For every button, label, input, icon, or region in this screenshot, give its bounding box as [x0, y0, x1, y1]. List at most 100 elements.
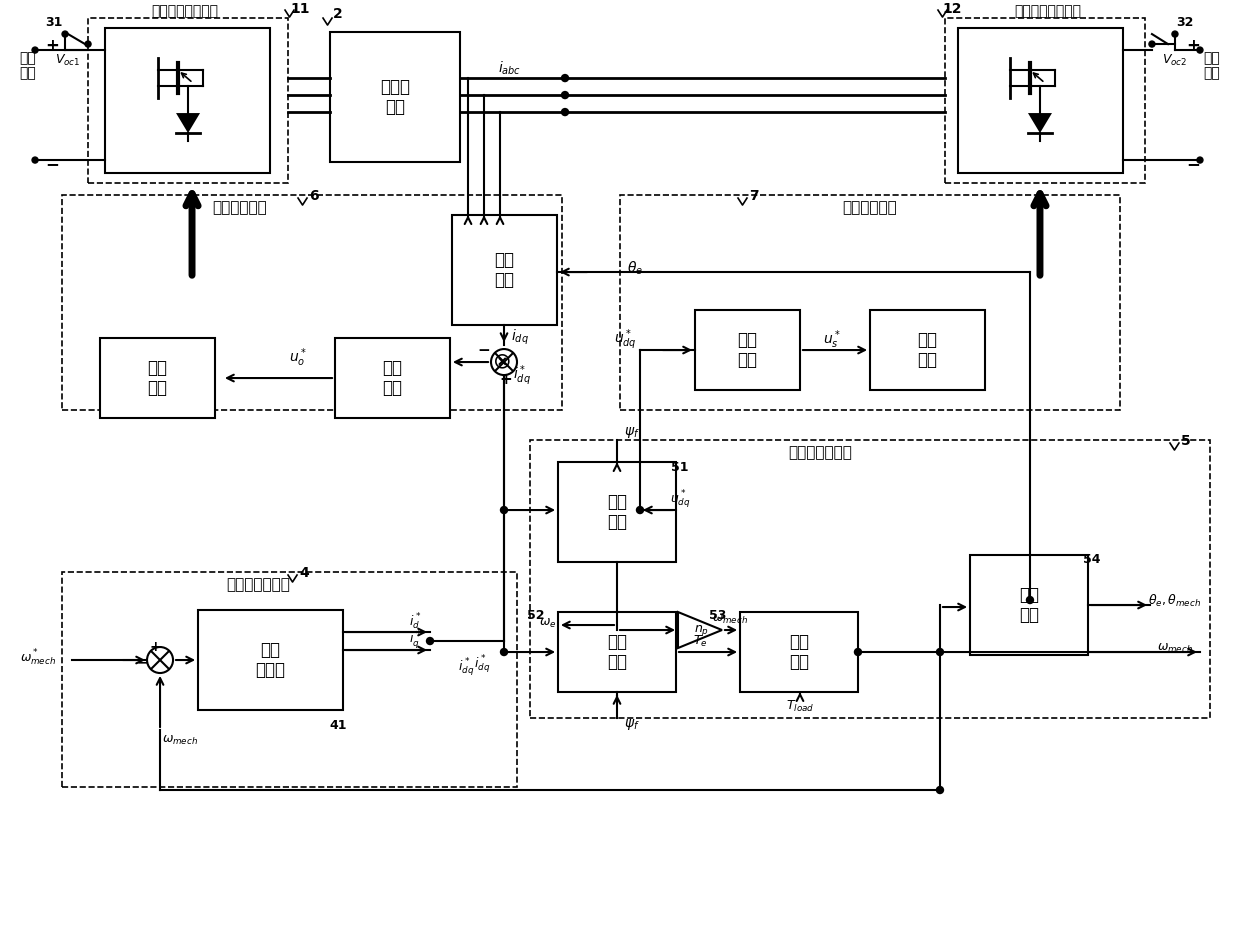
Text: 方程: 方程	[607, 512, 627, 530]
Text: 脉宽: 脉宽	[147, 360, 167, 378]
Text: 方程: 方程	[789, 652, 809, 670]
Circle shape	[937, 787, 943, 794]
Bar	[62, 195, 563, 410]
Text: 11: 11	[290, 2, 310, 16]
Circle shape	[1197, 157, 1203, 163]
Bar	[958, 28, 1123, 173]
Circle shape	[491, 349, 517, 375]
Text: 7: 7	[750, 189, 758, 203]
Text: $i_{dq}$: $i_{dq}$	[510, 328, 529, 347]
Text: 电压控制环节: 电压控制环节	[843, 201, 897, 216]
Text: 坐标: 坐标	[737, 331, 757, 349]
Text: 电阻抗: 电阻抗	[380, 79, 410, 97]
Bar	[740, 612, 857, 692]
Bar	[530, 440, 1211, 718]
Text: 转换: 转换	[1018, 606, 1040, 624]
Circle shape	[937, 649, 943, 655]
Text: $i_{dq}^*$: $i_{dq}^*$	[513, 364, 532, 388]
Text: 脉宽: 脉宽	[917, 331, 938, 349]
Text: $\psi_f$: $\psi_f$	[624, 424, 639, 439]
Text: $\omega_{mech}^*$: $\omega_{mech}^*$	[20, 648, 56, 669]
Text: $i_{dq}^*$: $i_{dq}^*$	[458, 657, 475, 679]
Text: $\omega_e$: $\omega_e$	[539, 616, 556, 630]
Text: 2: 2	[333, 7, 343, 21]
Text: $V_{oc1}$: $V_{oc1}$	[56, 52, 81, 67]
Circle shape	[1172, 31, 1178, 37]
Bar	[88, 18, 287, 183]
Text: $i_d^*$: $i_d^*$	[409, 612, 421, 633]
Text: 电流控制侧变流器: 电流控制侧变流器	[151, 4, 218, 18]
Text: $V_{oc2}$: $V_{oc2}$	[1162, 52, 1188, 67]
Bar	[558, 462, 676, 562]
Circle shape	[85, 41, 90, 47]
Polygon shape	[678, 612, 722, 648]
Text: $\omega_{mech}$: $\omega_{mech}$	[162, 734, 198, 746]
Polygon shape	[176, 113, 199, 134]
Text: 52: 52	[528, 609, 545, 621]
Text: 53: 53	[709, 609, 727, 621]
Circle shape	[637, 507, 643, 513]
Text: −: −	[1186, 155, 1199, 173]
Text: 变换: 变换	[737, 350, 757, 368]
Text: $n_p$: $n_p$	[694, 622, 710, 637]
Text: 供电: 供电	[1203, 66, 1220, 80]
Bar	[62, 572, 517, 787]
Circle shape	[561, 75, 569, 81]
Text: 12: 12	[942, 2, 961, 16]
Text: $i_{dq}^*$: $i_{dq}^*$	[473, 654, 491, 676]
Text: +: +	[149, 640, 161, 654]
Circle shape	[561, 92, 569, 98]
Text: 电压控制侧变流器: 电压控制侧变流器	[1015, 4, 1082, 18]
Bar	[452, 215, 558, 325]
Text: 电机行为处理器: 电机行为处理器	[788, 445, 852, 460]
Text: 方程: 方程	[607, 652, 627, 670]
Circle shape	[32, 157, 38, 163]
Text: 网络: 网络	[385, 98, 405, 116]
Text: 4: 4	[299, 566, 309, 580]
Text: $T_{load}$: $T_{load}$	[786, 699, 814, 714]
Bar	[970, 555, 1088, 655]
Text: 运动: 运动	[789, 634, 809, 652]
Text: 电流控制环节: 电流控制环节	[213, 201, 268, 216]
Bar	[330, 32, 460, 162]
Text: 调制: 调制	[147, 379, 167, 397]
Bar	[100, 338, 216, 418]
Circle shape	[426, 637, 434, 645]
Circle shape	[1197, 47, 1203, 53]
Circle shape	[1149, 41, 1155, 47]
Text: $u_o^*$: $u_o^*$	[289, 347, 307, 369]
Bar	[105, 28, 270, 173]
Text: −: −	[478, 343, 491, 358]
Bar	[558, 612, 676, 692]
Polygon shape	[1028, 113, 1052, 134]
Text: $u_{dq}^*$: $u_{dq}^*$	[669, 489, 690, 511]
Text: +: +	[1186, 37, 1199, 55]
Bar	[945, 18, 1145, 183]
Bar	[198, 610, 343, 710]
Text: +: +	[499, 371, 513, 386]
Text: +: +	[45, 37, 59, 55]
Text: 控制器: 控制器	[255, 661, 285, 679]
Bar	[695, 310, 800, 390]
Text: 供电: 供电	[20, 66, 36, 80]
Text: 5: 5	[1181, 434, 1191, 448]
Text: 直流: 直流	[1203, 51, 1220, 65]
Text: $u_{dq}^*$: $u_{dq}^*$	[613, 328, 637, 352]
Text: 直流: 直流	[20, 51, 36, 65]
Text: $u_s^*$: $u_s^*$	[823, 329, 841, 351]
Text: 控制: 控制	[383, 379, 403, 397]
Circle shape	[855, 649, 861, 655]
Text: 51: 51	[672, 460, 689, 474]
Circle shape	[147, 647, 173, 673]
Text: 6: 6	[310, 189, 318, 203]
Circle shape	[501, 649, 508, 655]
Text: 位置: 位置	[1018, 586, 1040, 604]
Text: 转速: 转速	[260, 641, 280, 659]
Text: 变换: 变换	[494, 271, 514, 289]
Circle shape	[62, 31, 68, 37]
Text: $\psi_f$: $\psi_f$	[624, 717, 639, 731]
Text: $i_{abc}$: $i_{abc}$	[498, 60, 522, 77]
Circle shape	[32, 47, 38, 53]
Bar	[870, 310, 985, 390]
Text: ⊗: ⊗	[493, 351, 512, 371]
